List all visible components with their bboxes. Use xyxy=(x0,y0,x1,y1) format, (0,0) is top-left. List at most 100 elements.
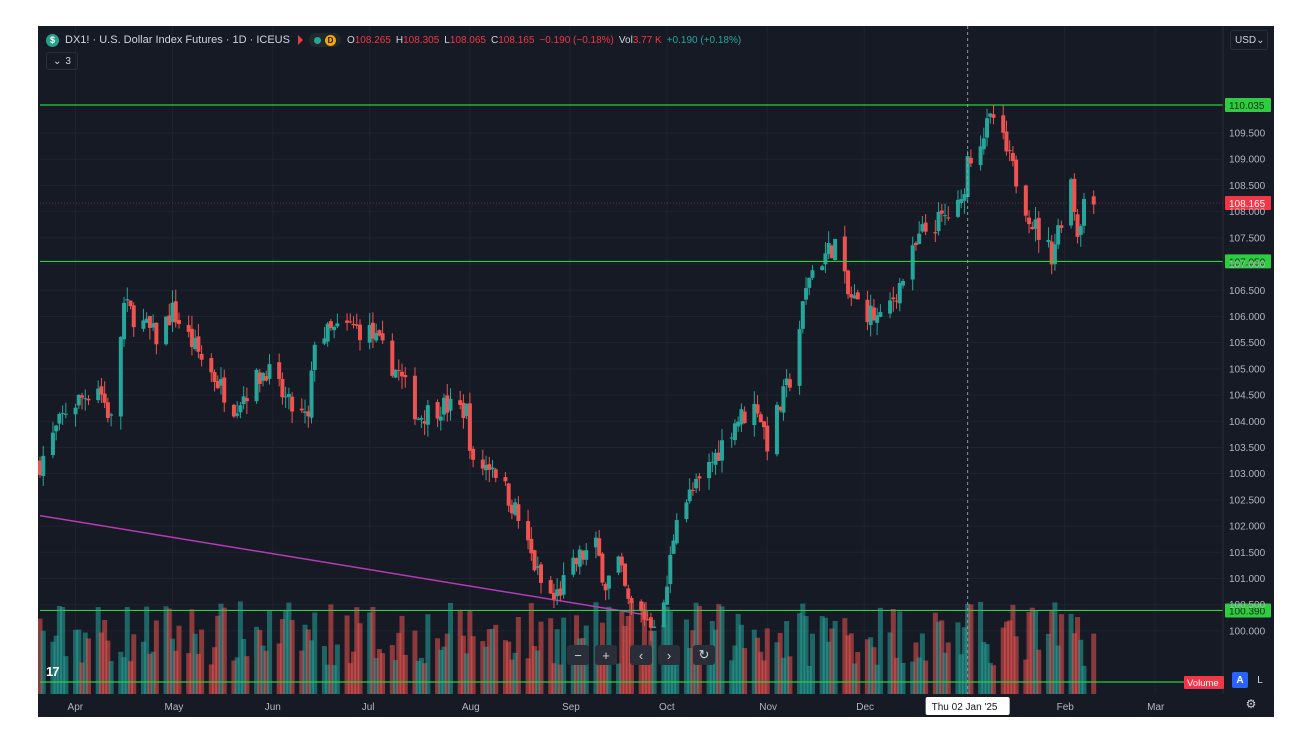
volume-label: Vol xyxy=(618,34,633,46)
volume-bar xyxy=(118,651,124,694)
candle-body xyxy=(888,300,893,314)
volume-bar xyxy=(638,655,644,694)
volume-bar xyxy=(852,663,858,694)
volume-bar xyxy=(470,636,476,694)
candle-body xyxy=(1072,178,1077,212)
candle-body xyxy=(968,157,973,164)
currency-selector[interactable]: USD ⌄ xyxy=(1230,30,1268,50)
volume-bar xyxy=(128,661,134,694)
y-tick-label: 105.000 xyxy=(1229,364,1266,375)
indicators-toggle[interactable]: ⌄ 3 xyxy=(46,52,78,70)
volume-bar xyxy=(425,614,431,694)
candle-body xyxy=(781,386,786,413)
zoom-out-button[interactable]: − xyxy=(567,645,589,665)
volume-bar xyxy=(254,626,260,694)
gear-icon[interactable]: ⚙ xyxy=(1245,697,1257,711)
volume-bar xyxy=(913,642,919,694)
candle-body xyxy=(674,520,679,544)
volume-bar xyxy=(577,638,583,694)
volume-bar xyxy=(525,658,531,694)
candle-body xyxy=(164,316,169,345)
volume-bar xyxy=(515,617,521,694)
volume-bar xyxy=(260,645,266,694)
candle-body xyxy=(852,295,857,299)
y-tick-label: 108.500 xyxy=(1229,181,1266,192)
volume-bar xyxy=(286,602,292,694)
candle-body xyxy=(503,477,508,482)
volume-bar xyxy=(735,613,741,694)
scroll-left-button[interactable]: ‹ xyxy=(630,645,652,665)
volume-bar xyxy=(140,641,146,694)
candle-body xyxy=(871,307,876,321)
volume-bar xyxy=(438,649,444,694)
candle-body xyxy=(933,232,938,234)
candle-body xyxy=(532,550,537,571)
candle-body xyxy=(732,423,737,441)
candle-body xyxy=(170,302,175,323)
volume-bar xyxy=(738,624,744,694)
volume-bar xyxy=(215,615,221,694)
candle-body xyxy=(325,323,330,342)
reset-chart-button[interactable]: ↻ xyxy=(693,645,715,665)
candle-body xyxy=(393,369,398,378)
volume-bar xyxy=(890,609,896,694)
volume-bar xyxy=(79,662,85,694)
crosshair-date-tag xyxy=(925,697,1010,715)
volume-badge-label: Volume xyxy=(1187,678,1219,689)
candle-body xyxy=(623,563,628,586)
volume-bar xyxy=(554,629,560,694)
volume-bar xyxy=(95,607,101,694)
volume-bar xyxy=(218,603,224,694)
volume-bar xyxy=(354,607,360,694)
volume-bar xyxy=(147,653,153,694)
candle-body xyxy=(810,270,815,278)
volume-bar xyxy=(457,609,463,694)
volume-bar xyxy=(102,619,108,694)
x-tick-label: Jun xyxy=(265,702,281,713)
candle-body xyxy=(445,395,450,413)
volume-bar xyxy=(237,601,243,694)
volume-bar xyxy=(1052,602,1058,694)
candle-body xyxy=(875,315,880,323)
y-tick-label: 103.500 xyxy=(1229,443,1266,454)
candle-body xyxy=(1082,198,1087,226)
candle-body xyxy=(128,300,133,307)
candle-body xyxy=(584,550,589,560)
flag-icon[interactable] xyxy=(297,35,303,45)
chart-title[interactable]: DX1! · U.S. Dollar Index Futures · 1D · … xyxy=(65,34,290,46)
candle-body xyxy=(891,297,896,300)
volume-bar xyxy=(325,664,331,694)
volume-bar xyxy=(221,607,227,694)
candlestick-chart[interactable]: 110.035 107.050 100.390 108.165 100.000 100.5… xyxy=(38,26,1274,717)
candle-body xyxy=(619,556,624,566)
volume-bar xyxy=(357,623,363,694)
auto-scale-button[interactable]: A xyxy=(1232,672,1248,688)
candle-body xyxy=(603,584,608,591)
volume-bar xyxy=(855,652,861,694)
y-tick-label: 101.000 xyxy=(1229,574,1266,585)
volume-bar xyxy=(832,621,838,694)
candle-body xyxy=(73,407,78,415)
y-tick-label: 109.000 xyxy=(1229,155,1266,166)
candle-body xyxy=(471,448,476,460)
volume-bar xyxy=(1055,645,1061,694)
scroll-right-button[interactable]: › xyxy=(658,645,680,665)
volume-bar xyxy=(894,657,900,694)
candle-body xyxy=(823,253,828,265)
candle-body xyxy=(555,589,560,597)
chevron-down-icon: ⌄ xyxy=(1256,34,1265,46)
candle-body xyxy=(222,377,227,403)
candle-body xyxy=(1007,150,1012,152)
volume-bar xyxy=(651,630,657,694)
candle-body xyxy=(597,538,602,556)
volume-bar xyxy=(784,621,790,694)
volume-bar xyxy=(257,629,263,694)
zoom-in-button[interactable]: + xyxy=(595,645,617,665)
volume-bar xyxy=(1071,633,1077,694)
log-scale-button[interactable]: L xyxy=(1257,674,1263,686)
volume-bar xyxy=(331,665,337,694)
volume-bar xyxy=(561,617,567,694)
candle-body xyxy=(920,224,925,232)
candle-body xyxy=(50,432,55,456)
market-status[interactable]: D xyxy=(308,33,341,47)
